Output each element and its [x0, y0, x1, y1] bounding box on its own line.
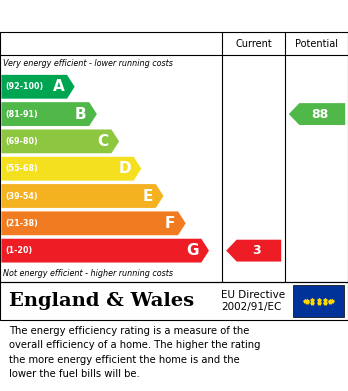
Text: A: A [53, 79, 64, 94]
Text: Not energy efficient - higher running costs: Not energy efficient - higher running co… [3, 269, 173, 278]
Text: (92-100): (92-100) [6, 82, 44, 91]
Text: (55-68): (55-68) [6, 164, 38, 173]
Bar [293, 285, 344, 317]
Text: G: G [186, 243, 199, 258]
Polygon shape [1, 184, 164, 208]
Text: (81-91): (81-91) [6, 109, 38, 118]
Text: Potential: Potential [295, 39, 338, 48]
Text: C: C [97, 134, 109, 149]
Polygon shape [226, 240, 281, 262]
Polygon shape [1, 239, 209, 262]
Text: The energy efficiency rating is a measure of the
overall efficiency of a home. T: The energy efficiency rating is a measur… [9, 326, 260, 379]
Text: Very energy efficient - lower running costs: Very energy efficient - lower running co… [3, 59, 173, 68]
Text: (39-54): (39-54) [6, 192, 38, 201]
Text: E: E [143, 188, 153, 203]
Polygon shape [1, 129, 119, 153]
Text: D: D [118, 161, 131, 176]
Text: England & Wales: England & Wales [9, 292, 194, 310]
Text: EU Directive
2002/91/EC: EU Directive 2002/91/EC [221, 291, 285, 312]
Text: B: B [75, 107, 86, 122]
Polygon shape [1, 75, 75, 99]
Text: (69-80): (69-80) [6, 137, 38, 146]
Polygon shape [289, 103, 345, 125]
Polygon shape [1, 102, 97, 126]
Text: (1-20): (1-20) [6, 246, 33, 255]
Text: Current: Current [235, 39, 272, 48]
Polygon shape [1, 212, 186, 235]
Text: F: F [165, 216, 175, 231]
Polygon shape [1, 157, 141, 181]
Text: (21-38): (21-38) [6, 219, 38, 228]
Text: Energy Efficiency Rating: Energy Efficiency Rating [10, 9, 232, 23]
Text: 3: 3 [253, 244, 261, 257]
Text: 88: 88 [311, 108, 329, 120]
